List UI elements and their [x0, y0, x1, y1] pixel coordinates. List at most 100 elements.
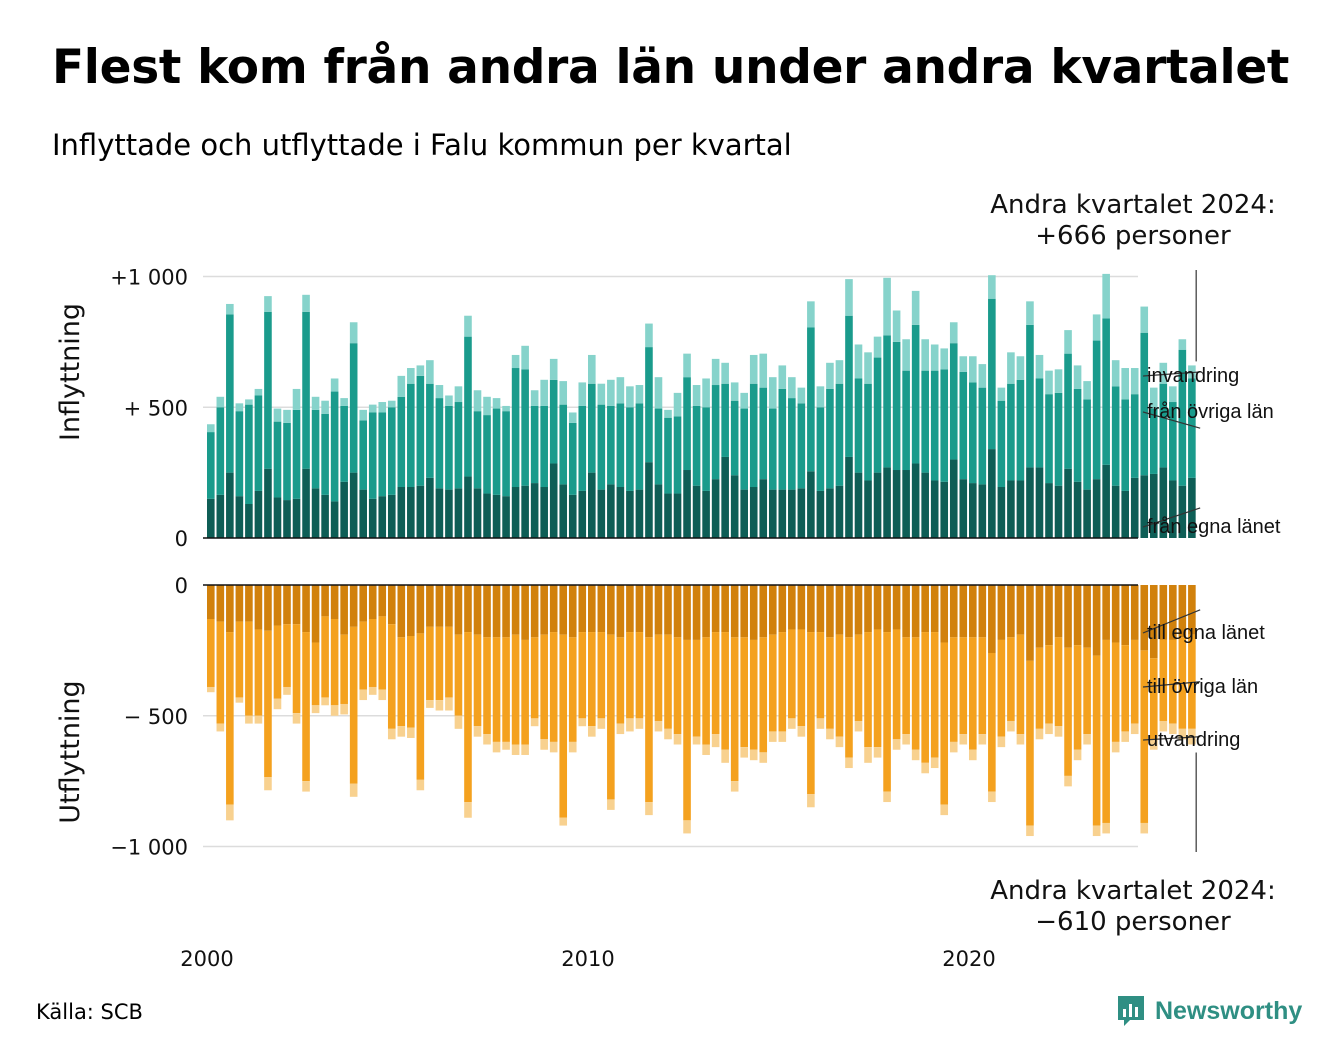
inflow-bar-segment: [645, 323, 653, 348]
inflow-bar-segment: [921, 339, 929, 371]
outflow-bar-segment: [692, 585, 701, 640]
outflow-bar-segment: [959, 637, 968, 735]
inflow-bar-segment: [854, 378, 863, 473]
outflow-bar-segment: [359, 621, 367, 690]
inflow-bar-segment: [559, 404, 568, 485]
outflow-bar-segment: [940, 804, 949, 816]
brand-logo[interactable]: Newsworthy: [1116, 994, 1302, 1028]
outflow-bar-segment: [397, 726, 406, 737]
outflow-bar-segment: [464, 632, 472, 803]
inflow-bar-segment: [845, 315, 853, 457]
inflow-bar-segment: [1026, 467, 1034, 538]
inflow-bar-segment: [416, 365, 425, 376]
inflow-bar-segment: [473, 390, 482, 412]
outflow-bar-segment: [1064, 585, 1072, 648]
inflow-bar-segment: [702, 407, 710, 491]
inflow-bar-segment: [664, 417, 672, 494]
inflow-bar-segment: [254, 388, 263, 396]
inflow-bar-segment: [540, 405, 548, 488]
outflow-bar-segment: [759, 752, 768, 763]
inflow-bar-segment: [911, 463, 920, 538]
outflow-bar-segment: [302, 585, 310, 633]
inflow-bar-segment: [397, 375, 406, 397]
top-y-tick-label: 0: [175, 527, 188, 551]
outflow-bar-segment: [635, 632, 644, 719]
outflow-bar-segment: [921, 585, 929, 633]
inflow-bar-segment: [1073, 365, 1082, 389]
inflow-bar-segment: [445, 489, 453, 538]
inflow-bar-segment: [988, 298, 996, 450]
inflow-bar-segment: [1007, 383, 1015, 481]
outflow-bar-segment: [1035, 647, 1044, 729]
outflow-bar-segment: [511, 585, 520, 635]
outflow-bar-segment: [245, 715, 253, 724]
outflow-bar-segment: [949, 637, 958, 742]
inflow-bar-segment: [788, 377, 796, 399]
outflow-bar-segment: [273, 698, 282, 710]
inflow-bar-segment: [645, 347, 653, 463]
outflow-series-label: utvandring: [1147, 729, 1240, 751]
outflow-bar-segment: [549, 741, 558, 753]
inflow-bar-segment: [730, 400, 739, 476]
inflow-bar-segment: [1169, 402, 1177, 481]
outflow-bar-segment: [1083, 585, 1091, 648]
inflow-bar-segment: [921, 370, 929, 473]
outflow-bar-segment: [568, 637, 577, 742]
outflow-bar-segment: [511, 634, 520, 745]
inflow-bar-segment: [330, 378, 339, 392]
inflow-bar-segment: [816, 386, 825, 408]
inflow-bar-segment: [407, 383, 415, 488]
outflow-bar-segment: [673, 734, 682, 745]
x-tick-2000: 2000: [180, 947, 233, 971]
outflow-bar-segment: [311, 585, 320, 643]
outflow-bar-segment: [788, 718, 796, 729]
outflow-bar-segment: [949, 585, 958, 638]
inflow-bar-segment: [1026, 324, 1034, 468]
outflow-bar-segment: [797, 585, 806, 630]
inflow-bar-segment: [1035, 354, 1044, 379]
inflow-bar-segment: [749, 383, 758, 488]
outflow-bar-segment: [911, 749, 920, 761]
outflow-bar-segment: [1073, 645, 1082, 750]
outflow-bar-segment: [264, 630, 272, 778]
inflow-bar-segment: [788, 489, 796, 538]
bottom-annotation-line-2: −610 personer: [1035, 907, 1231, 937]
outflow-bar-segment: [330, 705, 339, 716]
inflow-bar-segment: [607, 379, 615, 406]
outflow-bar-segment: [1073, 749, 1082, 761]
outflow-bar-segment: [416, 779, 425, 791]
outflow-bar-segment: [559, 634, 568, 818]
outflow-bar-segment: [254, 585, 263, 630]
outflow-bar-segment: [883, 632, 891, 792]
outflow-bar-segment: [664, 634, 672, 729]
inflow-bar-segment: [207, 432, 215, 499]
outflow-bar-segment: [540, 739, 548, 750]
outflow-bar-segment: [1130, 639, 1139, 724]
outflow-bar-segment: [721, 632, 729, 750]
inflow-bar-segment: [778, 388, 787, 490]
inflow-bar-segment: [873, 472, 882, 538]
inflow-bar-segment: [797, 403, 806, 489]
inflow-bar-segment: [273, 408, 282, 422]
inflow-bar-segment: [749, 354, 758, 384]
inflow-bar-segment: [511, 354, 520, 369]
inflow-bar-segment: [426, 477, 434, 538]
outflow-bar-segment: [616, 723, 625, 735]
outflow-bar-segment: [797, 726, 806, 737]
inflow-bar-segment: [454, 488, 463, 538]
outflow-bar-segment: [578, 585, 587, 633]
inflow-bar-segment: [483, 415, 491, 494]
outflow-bar-segment: [1083, 647, 1091, 735]
inflow-bar-segment: [702, 378, 710, 408]
outflow-bar-segment: [1102, 639, 1110, 823]
inflow-bar-segment: [578, 405, 587, 491]
inflow-bar-segment: [416, 375, 425, 486]
outflow-bar-segment: [654, 585, 663, 635]
inflow-bar-segment: [340, 405, 348, 482]
inflow-bar-segment: [940, 481, 949, 538]
outflow-bar-segment: [626, 585, 634, 633]
outflow-bar-segment: [464, 585, 472, 633]
outflow-bar-segment: [892, 629, 901, 740]
inflow-bar-segment: [273, 497, 282, 538]
outflow-bar-segment: [969, 749, 977, 761]
